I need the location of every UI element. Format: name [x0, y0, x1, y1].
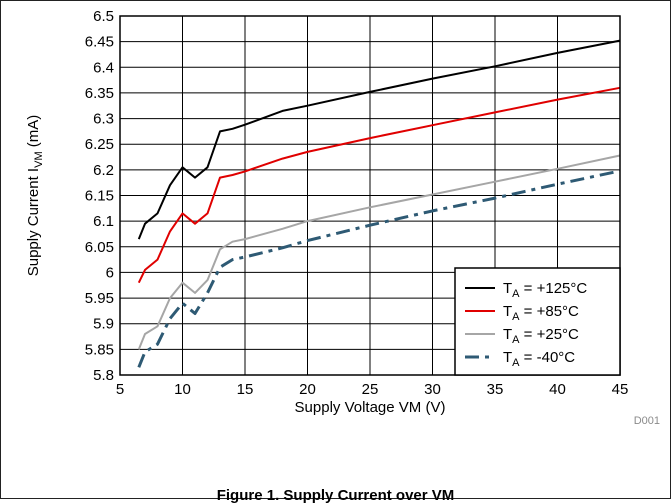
y-axis-title-unit: (mA) — [25, 115, 42, 152]
y-tick-label: 5.8 — [93, 367, 114, 384]
y-axis-ticks: 5.8 5.85 5.9 5.95 6 6.05 6.1 6.15 6.2 6.25 6.3 6.35… — [85, 8, 114, 384]
series-layer — [137, 39, 621, 368]
x-axis-ticks: 5 10 15 20 25 30 35 40 45 — [116, 381, 629, 398]
x-tick-label: 20 — [299, 381, 316, 398]
legend-label: TA = +85°C — [503, 303, 579, 323]
x-tick-label: 30 — [424, 381, 441, 398]
plot-area-border — [119, 15, 621, 376]
y-tick-label: 6.3 — [93, 111, 114, 128]
y-tick-label: 6.1 — [93, 213, 114, 230]
x-tick-label: 5 — [116, 381, 124, 398]
x-tick-label: 35 — [487, 381, 504, 398]
y-axis-title-subscript: VM — [33, 151, 45, 168]
legend-label: TA = -40°C — [503, 349, 575, 369]
series-line-3 — [137, 154, 621, 350]
y-tick-label: 6.5 — [93, 8, 114, 25]
y-tick-label: 6.4 — [93, 59, 114, 76]
y-tick-label: 6.2 — [93, 162, 114, 179]
y-tick-label: 6.35 — [85, 85, 114, 102]
x-tick-label: 45 — [612, 381, 629, 398]
x-tick-label: 25 — [362, 381, 379, 398]
y-axis-title: Supply Current IVM (mA) — [25, 115, 45, 277]
legend-box — [454, 267, 621, 376]
series-line-2 — [137, 86, 621, 284]
x-tick-label: 15 — [237, 381, 254, 398]
figure-caption: Figure 1. Supply Current over VM — [216, 487, 455, 504]
legend-label: TA = +25°C — [503, 326, 579, 346]
legend: TA = +125°C TA = +85°C TA = +25°C TA = -40°… — [454, 267, 621, 376]
y-tick-label: 6.25 — [85, 136, 114, 153]
x-tick-label: 10 — [174, 381, 191, 398]
y-axis-title-main: Supply Current I — [25, 168, 42, 276]
x-tick-label: 40 — [549, 381, 566, 398]
series-line-4 — [137, 169, 621, 368]
y-tick-label: 5.95 — [85, 290, 114, 307]
y-tick-label: 6 — [106, 264, 114, 281]
y-tick-label: 6.15 — [85, 188, 114, 205]
y-tick-label: 5.9 — [93, 316, 114, 333]
y-tick-label: 6.05 — [85, 239, 114, 256]
legend-label: TA = +125°C — [503, 280, 587, 300]
y-tick-label: 6.45 — [85, 34, 114, 51]
figure-id: D001 — [634, 415, 660, 427]
series-line-1 — [137, 39, 621, 240]
y-tick-label: 5.85 — [85, 341, 114, 358]
x-axis-title: Supply Voltage VM (V) — [295, 399, 446, 416]
